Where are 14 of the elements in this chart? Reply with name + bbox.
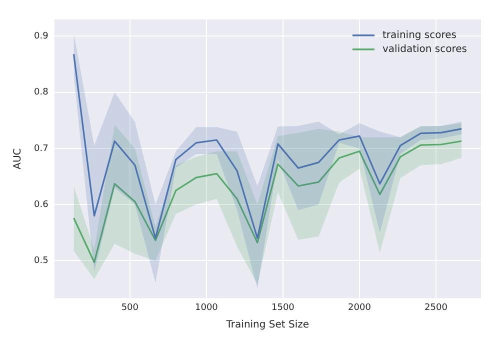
- y-tick-label: 0.7: [34, 144, 48, 154]
- x-tick-label: 2500: [424, 302, 448, 313]
- y-tick-label: 0.5: [34, 256, 48, 266]
- legend-label: training scores: [382, 30, 457, 41]
- x-tick-label: 2000: [348, 302, 372, 313]
- x-tick-label: 1000: [194, 302, 218, 313]
- legend-label: validation scores: [382, 44, 468, 55]
- y-axis-title: AUC: [12, 148, 24, 170]
- x-tick-label: 1500: [272, 302, 295, 313]
- x-tick-label: 500: [121, 302, 139, 313]
- x-axis-title: Training Set Size: [225, 320, 310, 331]
- y-tick-label: 0.9: [34, 32, 49, 42]
- y-tick-label: 0.8: [34, 88, 49, 98]
- y-tick-label: 0.6: [34, 200, 49, 210]
